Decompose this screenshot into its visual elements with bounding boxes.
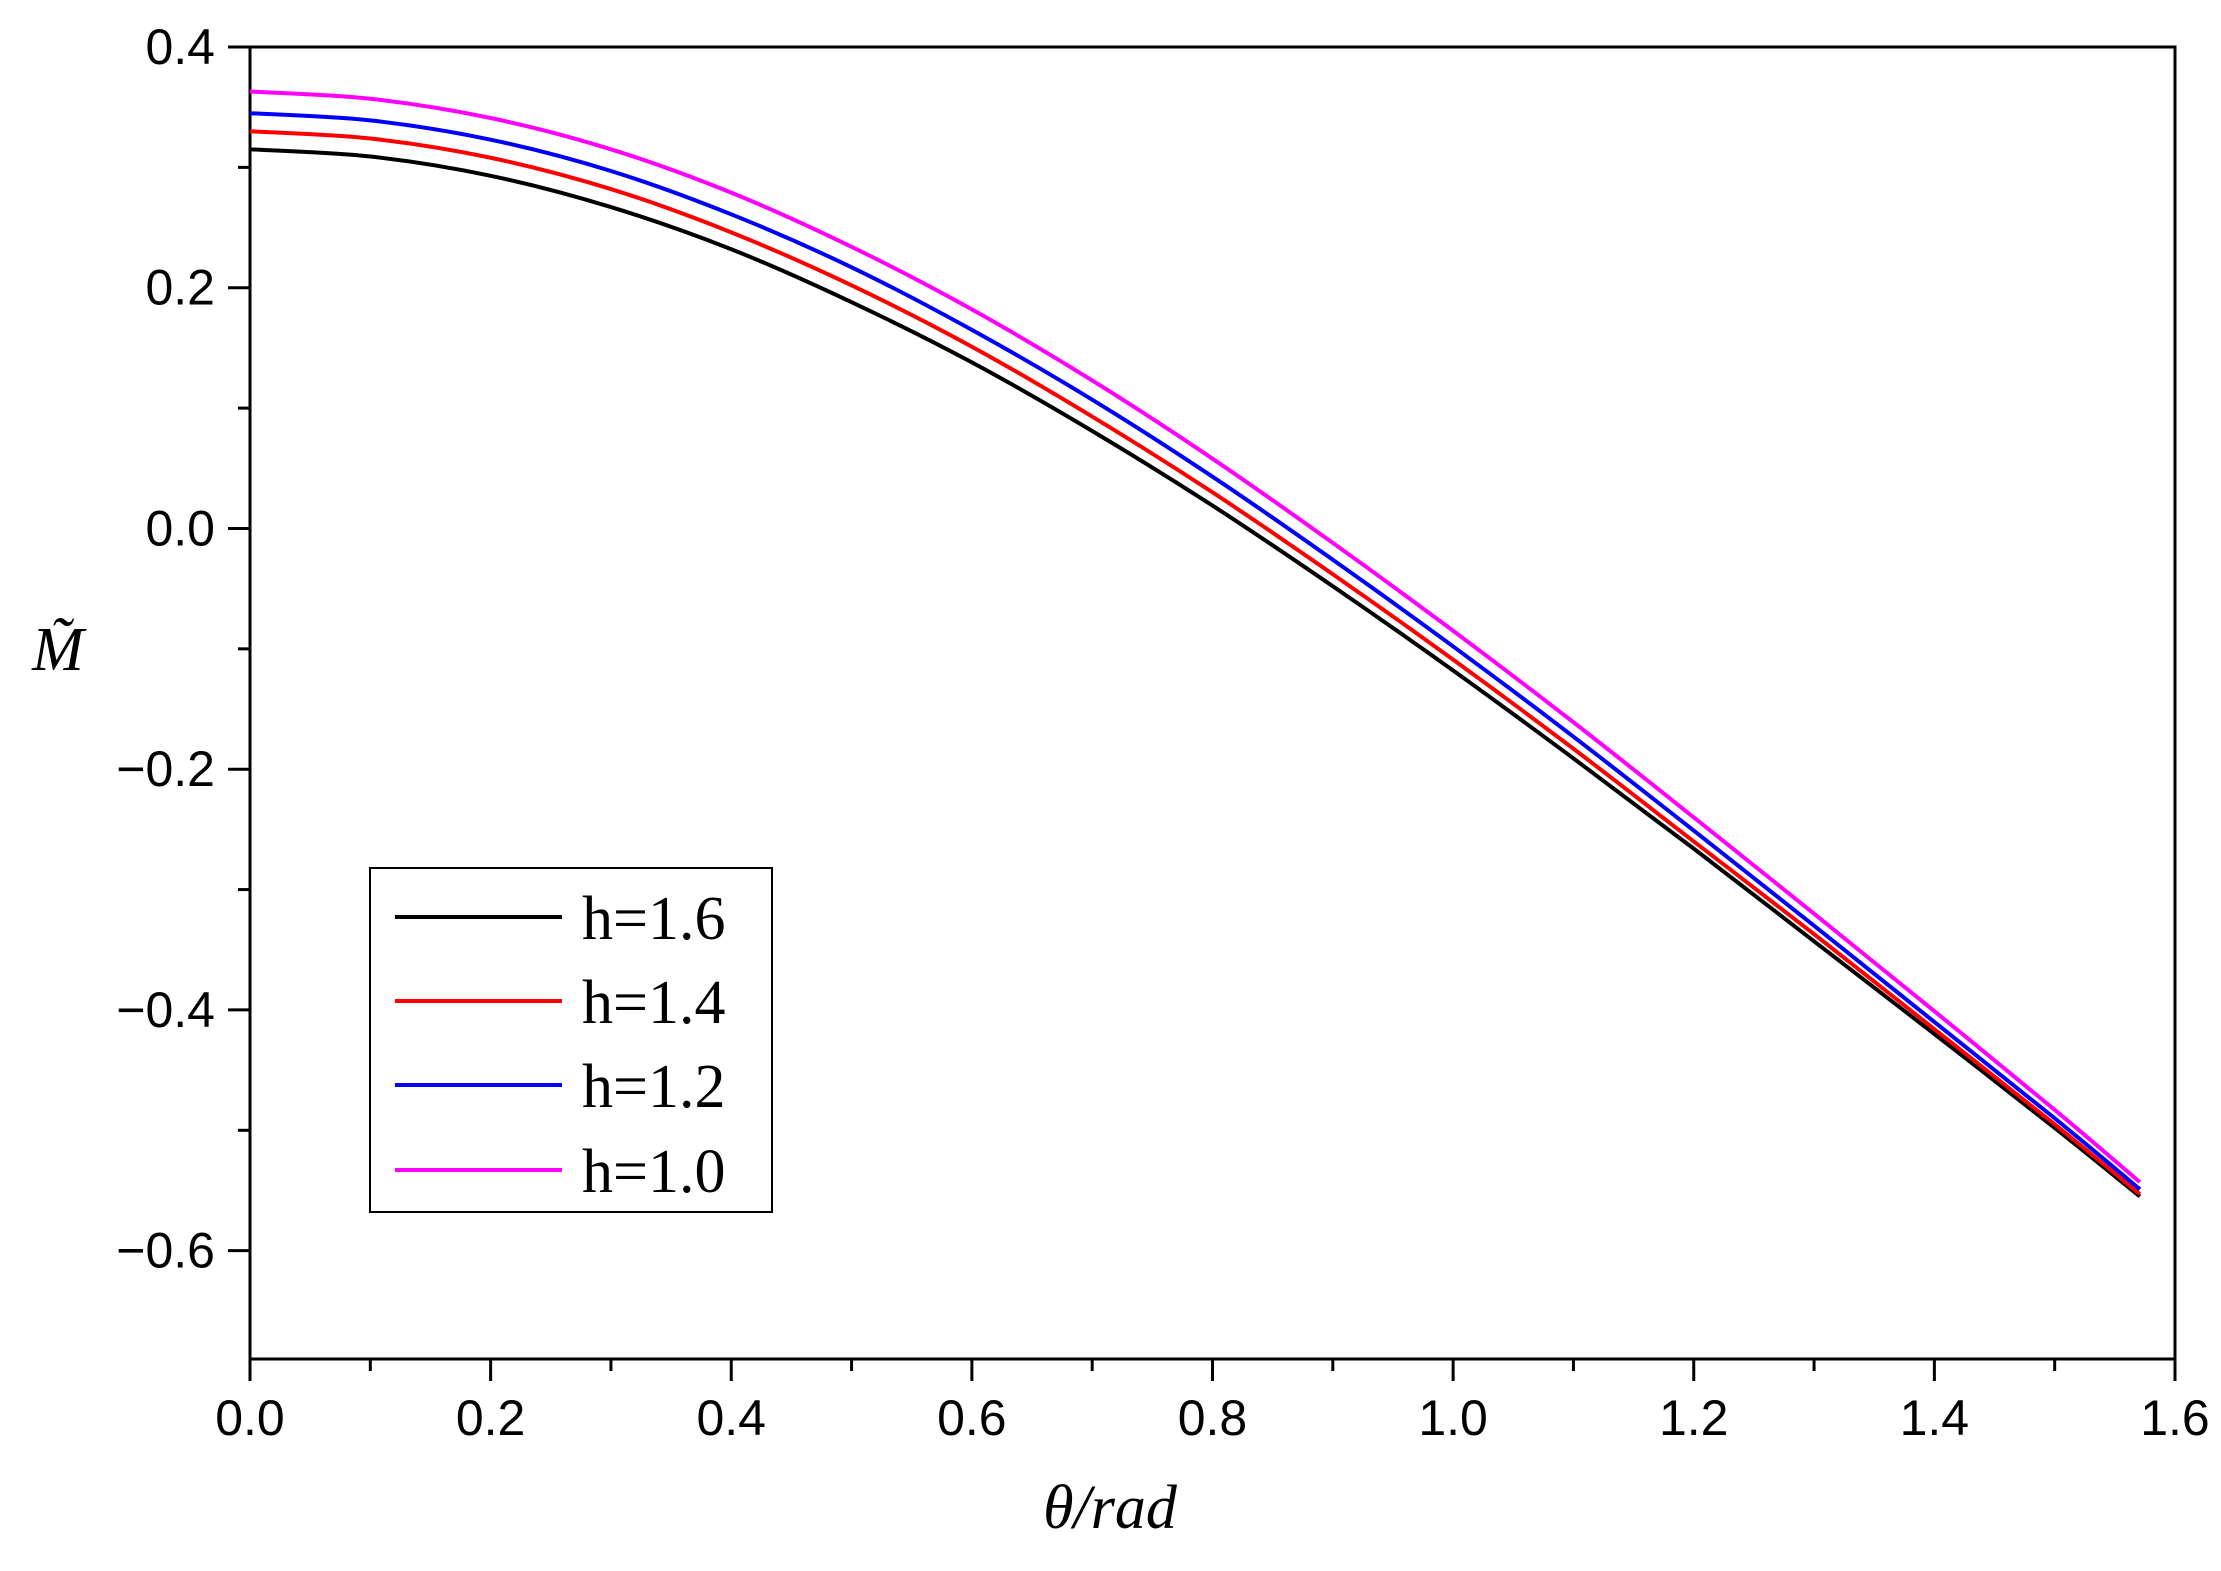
x-tick-label: 1.6 — [2140, 1390, 2210, 1446]
x-tick-label: 0.2 — [456, 1390, 526, 1446]
x-axis-title: θ/rad — [1043, 1474, 1178, 1542]
x-tick-label: 1.4 — [1900, 1390, 1970, 1446]
series-line-2 — [249, 129, 2142, 1196]
legend-frame — [369, 867, 773, 1213]
x-tick-label: 0.4 — [696, 1390, 766, 1446]
x-tick-label: 1.0 — [1418, 1390, 1488, 1446]
legend-label: h=1.0 — [582, 1138, 725, 1206]
legend: h=1.6 h=1.4 h=1.2 h=1.0 — [369, 867, 773, 1213]
x-tick-label: 0.6 — [937, 1390, 1007, 1446]
legend-label: h=1.2 — [582, 1053, 725, 1121]
series-line-3 — [249, 111, 2142, 1191]
x-tick-label: 1.2 — [1659, 1390, 1729, 1446]
series-line-1 — [249, 147, 2142, 1199]
legend-label: h=1.6 — [582, 885, 725, 953]
series-lines — [249, 89, 2142, 1199]
y-tick-label: 0.2 — [145, 260, 215, 316]
x-axis-ticks: 0.0 0.2 0.4 0.6 0.8 1.0 1.2 1.4 1.6 — [215, 1359, 2210, 1446]
series-line-4 — [249, 89, 2142, 1184]
y-tick-label: −0.6 — [116, 1223, 215, 1279]
legend-label: h=1.4 — [582, 969, 725, 1037]
x-tick-label: 0.8 — [1178, 1390, 1248, 1446]
y-tick-label: −0.4 — [116, 982, 215, 1038]
y-tick-label: −0.2 — [116, 741, 215, 797]
y-axis-title: M̃ — [31, 616, 87, 684]
y-tick-label: 0.4 — [145, 19, 215, 75]
y-axis-ticks: 0.4 0.2 0.0 −0.2 −0.4 −0.6 — [116, 19, 250, 1279]
y-tick-label: 0.0 — [145, 500, 215, 556]
x-tick-label: 0.0 — [215, 1390, 285, 1446]
